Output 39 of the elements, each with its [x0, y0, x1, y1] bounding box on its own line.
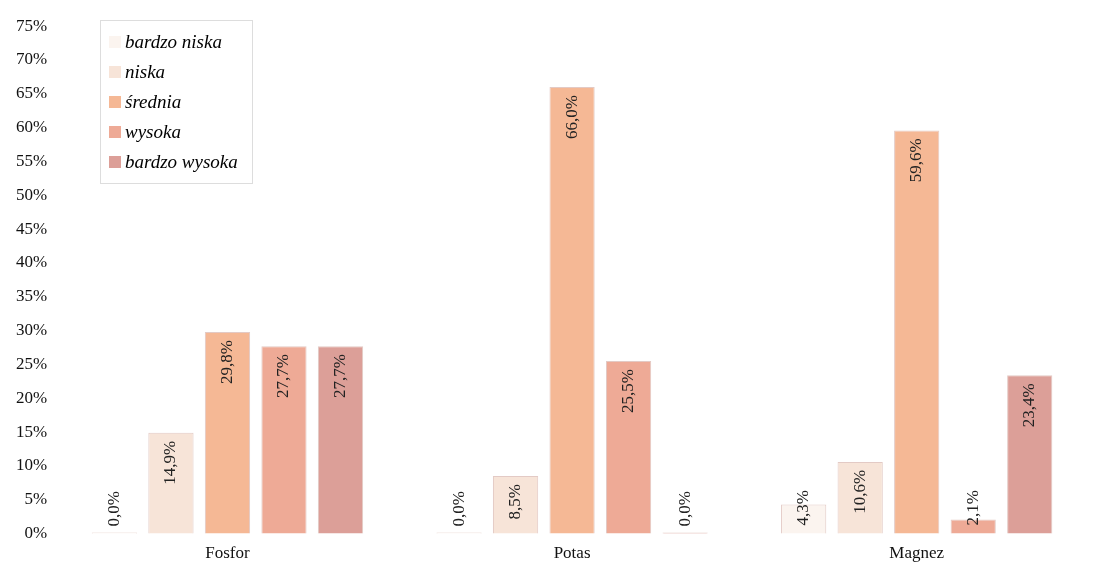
legend-label: wysoka: [125, 120, 181, 144]
y-tick-label: 35%: [15, 286, 48, 306]
y-tick-label: 30%: [15, 320, 48, 340]
data-label: 4,3%: [793, 490, 813, 526]
y-tick-label: 15%: [15, 421, 48, 441]
legend-label: bardzo wysoka: [125, 150, 238, 174]
y-tick-label: 25%: [15, 353, 48, 373]
data-label: 27,7%: [273, 354, 293, 399]
data-label: 2,1%: [962, 490, 982, 526]
data-label: 0,0%: [674, 491, 694, 527]
data-label: 66,0%: [561, 95, 581, 140]
data-label: 25,5%: [618, 369, 638, 414]
y-tick-label: 75%: [15, 15, 48, 35]
y-tick-label: 40%: [15, 252, 48, 272]
y-tick-label: 0%: [24, 523, 48, 543]
data-label: 8,5%: [505, 484, 525, 520]
y-tick-label: 65%: [15, 83, 48, 103]
data-label: 0,0%: [103, 491, 123, 527]
y-tick-label: 55%: [15, 150, 48, 170]
legend-label: średnia: [125, 90, 182, 114]
y-tick-label: 45%: [15, 218, 48, 238]
x-tick-label: Potas: [553, 543, 591, 563]
data-label: 59,6%: [906, 138, 926, 183]
data-label: 0,0%: [448, 491, 468, 527]
data-label: 27,7%: [329, 354, 349, 399]
x-tick-label: Fosfor: [205, 543, 250, 563]
y-tick-label: 70%: [15, 49, 48, 69]
y-tick-label: 60%: [15, 117, 48, 137]
y-tick-label: 10%: [15, 455, 48, 475]
legend-label: niska: [125, 60, 166, 84]
y-tick-label: 50%: [15, 184, 48, 204]
y-tick-label: 5%: [24, 489, 48, 509]
x-tick-label: Magnez: [889, 543, 945, 563]
legend-label: bardzo niska: [125, 30, 222, 54]
y-tick-label: 20%: [15, 387, 48, 407]
data-label: 10,6%: [849, 469, 869, 514]
data-label: 29,8%: [216, 339, 236, 384]
data-label: 14,9%: [160, 440, 180, 485]
data-label: 23,4%: [1019, 383, 1039, 428]
